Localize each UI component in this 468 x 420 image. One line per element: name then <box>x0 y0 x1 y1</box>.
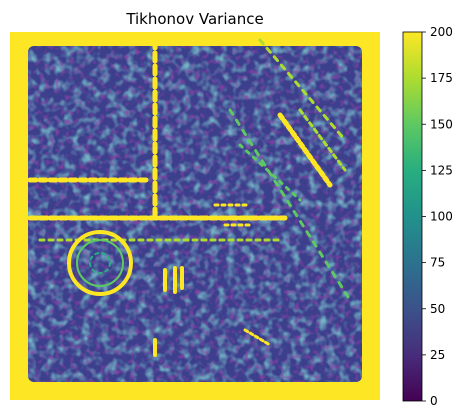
colorbar-tick-label: 50 <box>430 302 445 316</box>
colorbar: 0 25 50 75 100 125 150 175 200 <box>402 25 453 408</box>
heatmap-image <box>10 32 380 400</box>
colorbar-tick-label: 25 <box>430 348 445 362</box>
colorbar-tick-label: 200 <box>430 25 453 39</box>
colorbar-tick-label: 100 <box>430 210 453 224</box>
colorbar-tick-label: 150 <box>430 117 453 131</box>
bright-features <box>27 37 352 357</box>
colorbar-gradient <box>403 32 422 401</box>
colorbar-tick-label: 75 <box>430 256 445 270</box>
colorbar-tick-label: 0 <box>430 394 438 408</box>
colorbar-tick-label: 125 <box>430 163 453 177</box>
chart-title: Tikhonov Variance <box>125 10 263 28</box>
colorbar-tick-label: 175 <box>430 71 453 85</box>
heatmap-texture-dark <box>28 46 362 382</box>
colorbar-ticks: 0 25 50 75 100 125 150 175 200 <box>422 25 453 408</box>
